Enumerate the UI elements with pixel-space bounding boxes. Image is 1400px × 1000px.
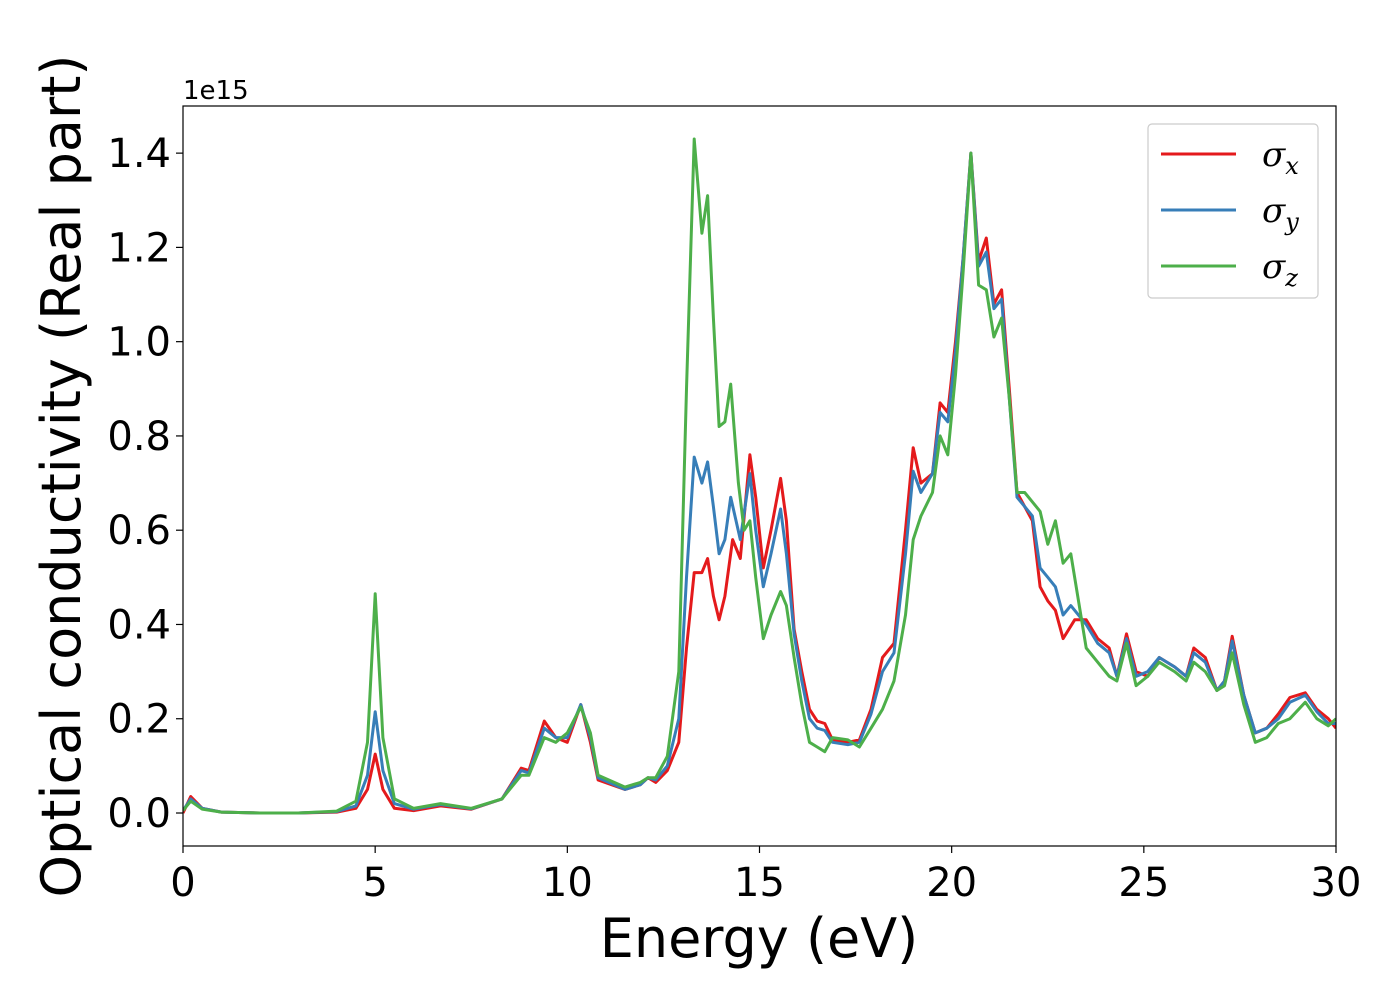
y-axis: 0.0 0.2 0.4 0.6 0.8 1.0 1.2 1.4 xyxy=(107,131,183,837)
series-line-z xyxy=(183,137,1336,815)
y-tick-label: 0.8 xyxy=(107,414,171,460)
y-tick-label: 1.4 xyxy=(107,131,171,177)
x-tick-label: 0 xyxy=(170,860,195,906)
x-tick-label: 10 xyxy=(542,860,593,906)
x-tick-label: 20 xyxy=(926,860,977,906)
x-tick-label: 5 xyxy=(362,860,387,906)
x-axis: 0 5 10 15 20 25 30 xyxy=(170,846,1361,906)
legend-subscript: z xyxy=(1284,264,1298,292)
y-tick-label: 0.2 xyxy=(107,697,171,743)
x-tick-label: 25 xyxy=(1118,860,1169,906)
legend-label-y: σy xyxy=(1262,191,1299,236)
y-tick-label: 0.0 xyxy=(107,791,171,837)
legend-subscript: y xyxy=(1284,208,1299,236)
legend-label-z: σz xyxy=(1262,247,1298,292)
x-axis-title: Energy (eV) xyxy=(600,907,919,970)
y-tick-label: 1.0 xyxy=(107,320,171,366)
y-tick-label: 0.6 xyxy=(107,508,171,554)
legend-symbol: σ xyxy=(1262,135,1286,175)
legend-label-x: σx xyxy=(1262,135,1299,180)
series-line-y xyxy=(183,151,1336,815)
legend-symbol: σ xyxy=(1262,191,1286,231)
y-tick-label: 1.2 xyxy=(107,225,171,271)
y-offset-label: 1e15 xyxy=(183,76,249,106)
series-layer xyxy=(183,137,1336,815)
legend-subscript: x xyxy=(1285,152,1299,180)
x-tick-label: 15 xyxy=(734,860,785,906)
x-tick-label: 30 xyxy=(1311,860,1362,906)
legend-symbol: σ xyxy=(1262,247,1286,287)
y-axis-title: Optical conductivity (Real part) xyxy=(30,55,93,898)
y-tick-label: 0.4 xyxy=(107,602,171,648)
